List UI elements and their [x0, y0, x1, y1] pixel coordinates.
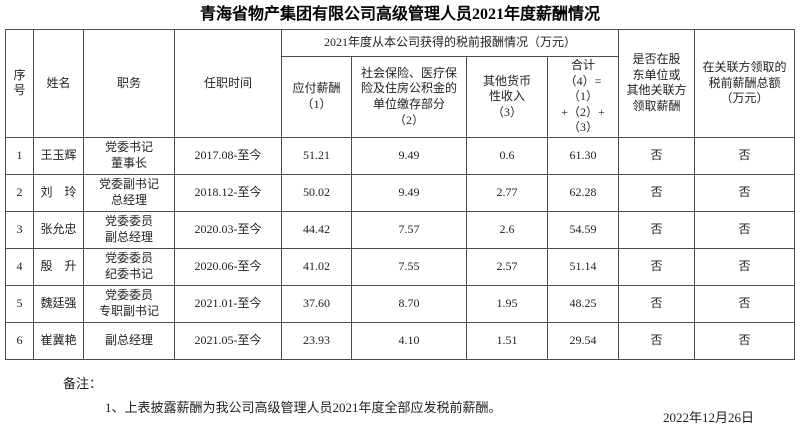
cell-total: 29.54 [546, 321, 620, 360]
cell-position: 党委副书记 总经理 [83, 173, 175, 212]
cell-social: 7.55 [351, 247, 467, 286]
cell-name: 魏廷强 [33, 284, 84, 323]
cell-related: 否 [694, 321, 796, 360]
col-header-tenure: 任职时间 [174, 29, 282, 138]
cell-other: 2.57 [466, 247, 548, 286]
table-row: 4 殷 升 党委委员 纪委书记 2020.06-至今 41.02 7.55 2.… [5, 247, 796, 286]
cell-shareholder: 否 [618, 247, 696, 286]
cell-total: 48.25 [546, 284, 620, 323]
col-header-name: 姓名 [33, 29, 84, 138]
cell-total: 62.28 [546, 173, 620, 212]
cell-shareholder: 否 [618, 136, 696, 175]
cell-seq: 2 [5, 173, 34, 212]
col-header-position: 职务 [83, 29, 175, 138]
cell-related: 否 [694, 173, 796, 212]
cell-shareholder: 否 [618, 210, 696, 249]
notes-label: 备注： [63, 375, 103, 391]
document-date: 2022年12月26日 [662, 410, 754, 425]
cell-other: 0.6 [466, 136, 548, 175]
cell-social: 7.57 [351, 210, 467, 249]
cell-name: 张允忠 [33, 210, 84, 249]
cell-payable: 41.02 [281, 247, 352, 286]
cell-tenure: 2020.03-至今 [174, 210, 282, 249]
cell-name: 王玉辉 [33, 136, 84, 175]
notes-section: 备注： 1、上表披露薪酬为我公司高级管理人员2021年度全部应发税前薪酬。 [63, 373, 800, 416]
cell-seq: 6 [5, 321, 34, 360]
cell-position: 党委委员 纪委书记 [83, 247, 175, 286]
cell-seq: 4 [5, 247, 34, 286]
cell-position: 党委委员 副总经理 [83, 210, 175, 249]
col-header-shareholder-pay: 是否在股 东单位或 其他关联方 领取薪酬 [618, 29, 696, 138]
cell-other: 1.51 [466, 321, 548, 360]
cell-tenure: 2021.01-至今 [174, 284, 282, 323]
cell-shareholder: 否 [618, 321, 696, 360]
table-row: 1 王玉辉 党委书记 董事长 2017.08-至今 51.21 9.49 0.6… [5, 136, 796, 175]
table-row: 3 张允忠 党委委员 副总经理 2020.03-至今 44.42 7.57 2.… [5, 210, 796, 249]
cell-position: 副总经理 [83, 321, 175, 360]
cell-tenure: 2020.06-至今 [174, 247, 282, 286]
cell-shareholder: 否 [618, 173, 696, 212]
cell-tenure: 2018.12-至今 [174, 173, 282, 212]
salary-table: 序 号 姓名 职务 任职时间 2021年度从本公司获得的税前报酬情况（万元） 是… [5, 29, 796, 360]
page-title: 青海省物产集团有限公司高级管理人员2021年度薪酬情况 [199, 6, 600, 23]
cell-total: 61.30 [546, 136, 620, 175]
cell-payable: 37.60 [281, 284, 352, 323]
table-row: 6 崔冀艳 副总经理 2021.05-至今 23.93 4.10 1.51 29… [5, 321, 796, 360]
cell-other: 1.95 [466, 284, 548, 323]
cell-payable: 51.21 [281, 136, 352, 175]
col-header-total: 合计 （4）=（1） +（2）+ （3） [546, 56, 620, 138]
cell-seq: 3 [5, 210, 34, 249]
note-item: 1、上表披露薪酬为我公司高级管理人员2021年度全部应发税前薪酬。 [105, 399, 502, 415]
cell-tenure: 2017.08-至今 [174, 136, 282, 175]
col-header-compensation-group: 2021年度从本公司获得的税前报酬情况（万元） [280, 29, 620, 57]
header-row-sub: 应付薪酬 （1） 社会保险、医疗保 险及住房公积金的 单位缴存部分 （2） 其他… [6, 56, 795, 138]
col-header-related-party-total: 在关联方领取的 税前薪酬总额 （万元） [694, 29, 796, 138]
cell-payable: 50.02 [281, 173, 352, 212]
cell-name: 殷 升 [33, 247, 84, 286]
cell-social: 9.49 [351, 173, 467, 212]
cell-payable: 44.42 [281, 210, 352, 249]
table-row: 2 刘 玲 党委副书记 总经理 2018.12-至今 50.02 9.49 2.… [5, 173, 796, 212]
cell-related: 否 [694, 136, 796, 175]
header-row-top: 序 号 姓名 职务 任职时间 2021年度从本公司获得的税前报酬情况（万元） 是… [5, 29, 796, 138]
cell-related: 否 [694, 210, 796, 249]
cell-related: 否 [694, 284, 796, 323]
col-header-payable: 应付薪酬 （1） [281, 56, 352, 138]
cell-total: 51.14 [546, 247, 620, 286]
cell-social: 4.10 [351, 321, 467, 360]
cell-position: 党委书记 董事长 [83, 136, 175, 175]
cell-name: 刘 玲 [33, 173, 84, 212]
col-header-social-insurance: 社会保险、医疗保 险及住房公积金的 单位缴存部分 （2） [351, 56, 467, 138]
cell-total: 54.59 [546, 210, 620, 249]
cell-other: 2.6 [466, 210, 548, 249]
cell-position: 党委委员 专职副书记 [83, 284, 175, 323]
table-row: 5 魏廷强 党委委员 专职副书记 2021.01-至今 37.60 8.70 1… [5, 284, 796, 323]
cell-name: 崔冀艳 [33, 321, 84, 360]
cell-social: 8.70 [351, 284, 467, 323]
col-header-seq: 序 号 [5, 29, 34, 138]
cell-seq: 1 [5, 136, 34, 175]
cell-payable: 23.93 [281, 321, 352, 360]
col-header-other-income: 其他货币 性收入 （3） [466, 56, 548, 138]
cell-social: 9.49 [351, 136, 467, 175]
cell-tenure: 2021.05-至今 [174, 321, 282, 360]
cell-other: 2.77 [466, 173, 548, 212]
cell-seq: 5 [5, 284, 34, 323]
cell-related: 否 [694, 247, 796, 286]
cell-shareholder: 否 [618, 284, 696, 323]
